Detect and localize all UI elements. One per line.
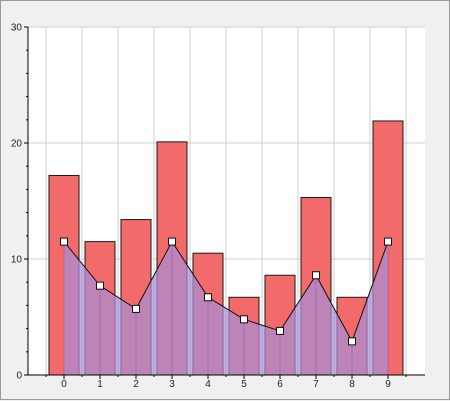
line-point bbox=[384, 237, 392, 246]
x-tick-label: 7 bbox=[313, 379, 319, 390]
line-point bbox=[168, 237, 176, 246]
y-tick-label: 10 bbox=[11, 255, 23, 266]
area-fill bbox=[64, 241, 388, 375]
x-tick-label: 5 bbox=[241, 379, 247, 390]
x-tick-label: 8 bbox=[349, 379, 355, 390]
line-point bbox=[132, 304, 140, 313]
line-point bbox=[60, 237, 68, 246]
x-tick-label: 0 bbox=[61, 379, 67, 390]
line-point bbox=[312, 271, 320, 280]
x-tick-label: 9 bbox=[385, 379, 391, 390]
x-tick-label: 6 bbox=[277, 379, 283, 390]
line-point bbox=[348, 337, 356, 346]
line-point bbox=[96, 281, 104, 290]
line-point bbox=[204, 293, 212, 302]
y-tick-label: 30 bbox=[11, 23, 23, 34]
line-point bbox=[276, 326, 284, 335]
x-tick-label: 4 bbox=[205, 379, 211, 390]
line-point bbox=[240, 315, 248, 324]
y-tick-label: 20 bbox=[11, 139, 23, 150]
x-tick-label: 3 bbox=[169, 379, 175, 390]
x-tick-label: 1 bbox=[97, 379, 103, 390]
series-line bbox=[63, 240, 389, 343]
y-tick-label: 0 bbox=[16, 371, 22, 382]
x-tick-label: 2 bbox=[133, 379, 139, 390]
